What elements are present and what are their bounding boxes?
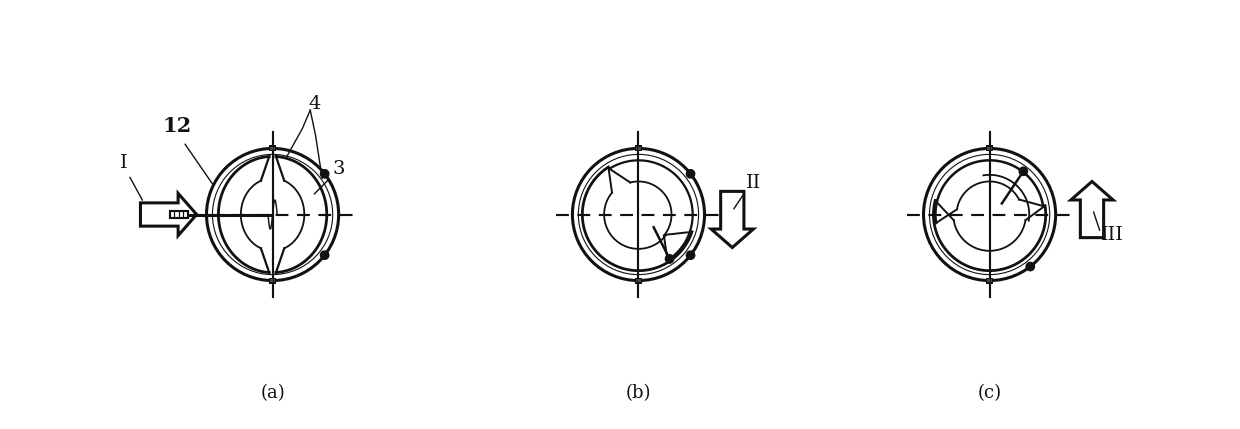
- Bar: [987, 147, 992, 150]
- Circle shape: [687, 170, 694, 178]
- Polygon shape: [140, 193, 197, 236]
- Text: 3: 3: [332, 160, 345, 178]
- Bar: [986, 278, 993, 284]
- Text: 4: 4: [309, 95, 321, 113]
- Text: 12: 12: [162, 116, 191, 136]
- Circle shape: [666, 255, 673, 263]
- Bar: [270, 147, 275, 150]
- Text: (a): (a): [260, 384, 285, 402]
- Bar: [269, 145, 277, 151]
- Bar: [987, 279, 992, 282]
- Text: III: III: [1101, 226, 1123, 244]
- Bar: [635, 278, 642, 284]
- Text: I: I: [120, 154, 128, 172]
- Bar: [170, 211, 188, 218]
- Bar: [170, 211, 188, 218]
- Bar: [270, 279, 275, 282]
- Circle shape: [321, 251, 329, 259]
- Bar: [636, 279, 641, 282]
- Text: (b): (b): [626, 384, 651, 402]
- Circle shape: [321, 170, 329, 178]
- Polygon shape: [712, 191, 754, 248]
- Text: II: II: [745, 174, 761, 192]
- Bar: [635, 145, 642, 151]
- Circle shape: [1019, 168, 1027, 175]
- Bar: [269, 278, 277, 284]
- Bar: [986, 145, 993, 151]
- Bar: [636, 147, 641, 150]
- Circle shape: [1027, 263, 1034, 270]
- Circle shape: [687, 251, 694, 259]
- Text: (c): (c): [977, 384, 1002, 402]
- Polygon shape: [1071, 181, 1114, 238]
